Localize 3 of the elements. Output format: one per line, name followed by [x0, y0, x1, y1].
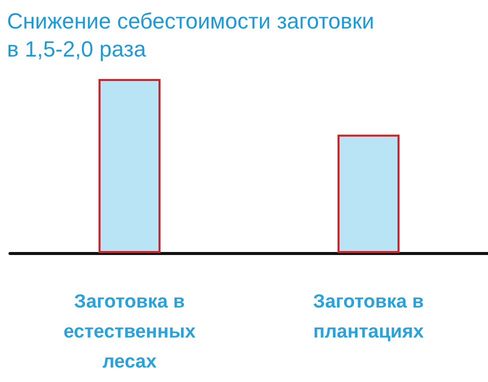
x-tick-label: Заготовка в плантациях	[313, 292, 424, 342]
chart-title: Снижение себестоимости заготовки в 1,5-2,0 раза	[7, 8, 374, 62]
x-tick-label: Заготовка в естественных лесах	[63, 292, 196, 372]
